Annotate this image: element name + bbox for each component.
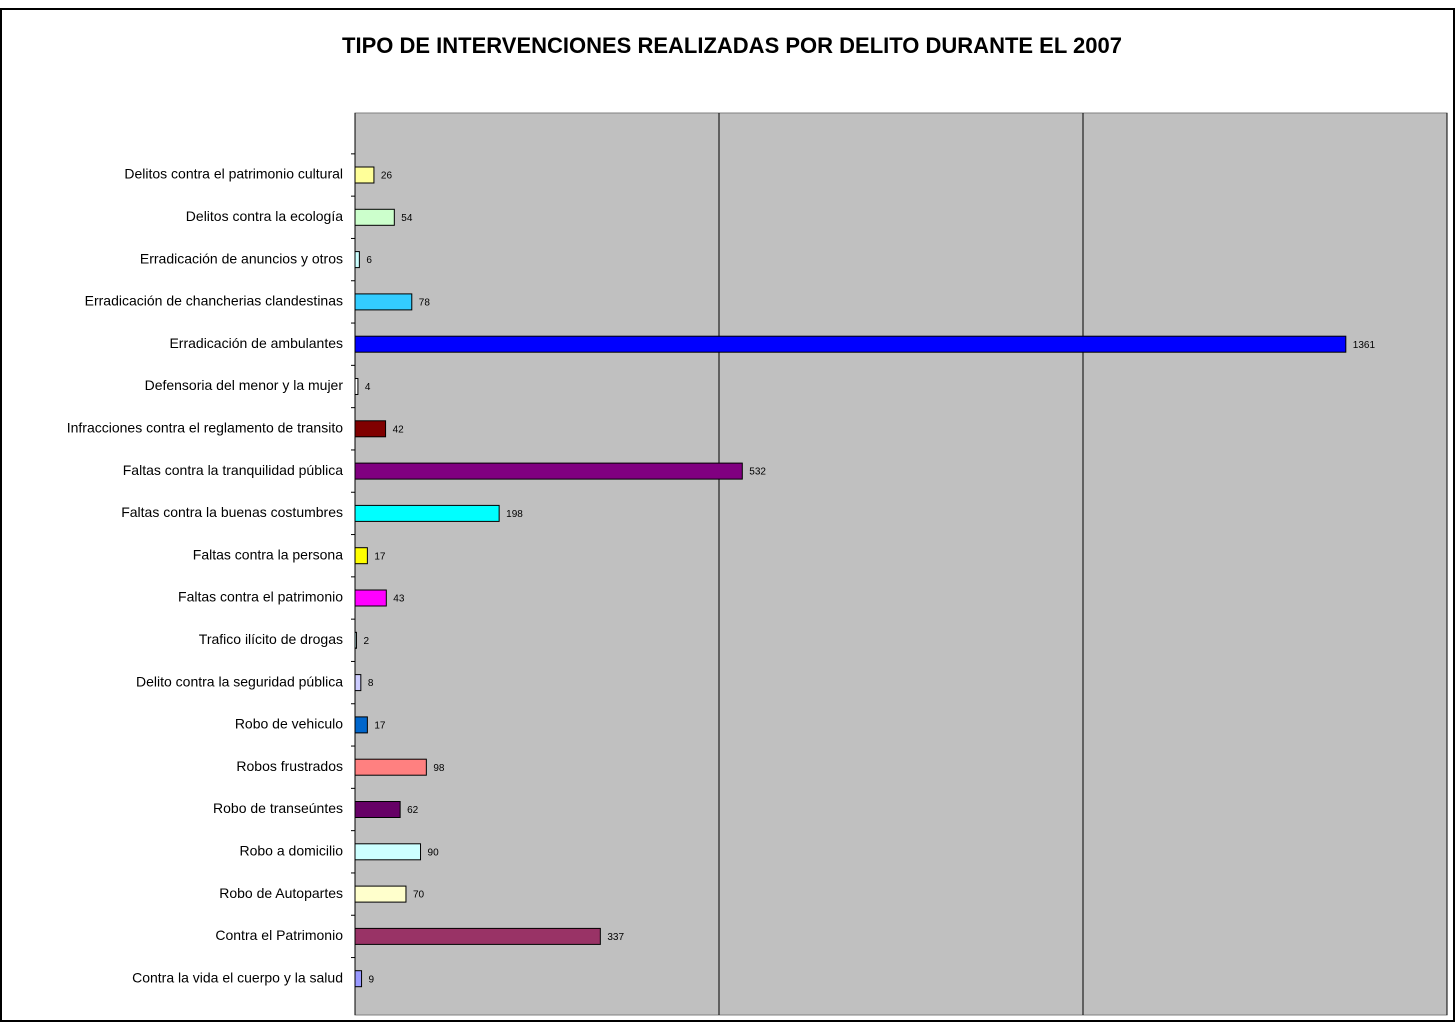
data-label: 1361	[1353, 340, 1376, 351]
bar	[354, 843, 422, 861]
y-tick-label: Erradicación de anuncios y otros	[140, 250, 343, 266]
bar	[354, 885, 407, 903]
y-tick-label: Robo a domicilio	[240, 843, 344, 859]
data-label: 337	[607, 932, 624, 943]
bar	[354, 970, 363, 988]
y-tick-label: Robos frustrados	[236, 758, 343, 774]
bar	[354, 208, 395, 226]
y-tick-label: Robo de Autopartes	[219, 885, 343, 901]
bar	[354, 378, 359, 395]
data-label: 6	[366, 255, 372, 266]
data-label: 17	[374, 721, 386, 732]
data-label: 54	[401, 213, 413, 224]
bar	[354, 758, 427, 776]
bar	[354, 716, 368, 734]
y-tick-label: Faltas contra la persona	[193, 546, 343, 562]
bar	[354, 335, 1347, 353]
chart-title: TIPO DE INTERVENCIONES REALIZADAS POR DE…	[342, 33, 1122, 58]
bar	[354, 166, 375, 184]
bar	[354, 801, 401, 818]
y-tick-label: Delito contra la seguridad pública	[136, 673, 343, 689]
bar	[354, 462, 743, 480]
bar	[354, 589, 387, 607]
data-label: 532	[749, 467, 766, 478]
y-tick-label: Defensoria del menor y la mujer	[145, 377, 344, 393]
data-label: 198	[506, 509, 523, 520]
bar	[354, 504, 500, 522]
data-label: 42	[393, 424, 405, 435]
y-tick-label: Contra el Patrimonio	[215, 927, 343, 943]
data-label: 17	[374, 551, 386, 562]
data-label: 62	[407, 805, 419, 816]
y-tick-label: Erradicación de ambulantes	[169, 335, 343, 351]
y-tick-label: Robo de vehiculo	[235, 716, 343, 732]
bar	[354, 293, 413, 311]
data-label: 9	[369, 974, 375, 985]
bar	[354, 927, 601, 945]
data-label: 43	[393, 594, 405, 605]
data-label: 26	[381, 171, 393, 182]
y-tick-label: Faltas contra la tranquilidad pública	[123, 462, 343, 478]
data-label: 70	[413, 890, 425, 901]
data-label: 98	[433, 763, 445, 774]
y-tick-label: Erradicación de chancherias clandestinas	[85, 293, 343, 309]
y-tick-label: Delitos contra la ecología	[186, 208, 343, 224]
y-tick-label: Faltas contra la buenas costumbres	[121, 504, 343, 520]
bar	[354, 420, 387, 438]
y-tick-label: Robo de transeúntes	[213, 800, 343, 816]
bar	[354, 674, 362, 692]
data-label: 8	[368, 678, 374, 689]
data-label: 4	[365, 382, 371, 393]
y-tick-label: Trafico ilícito de drogas	[199, 631, 343, 647]
y-tick-label: Contra la vida el cuerpo y la salud	[132, 969, 343, 985]
bar	[354, 631, 357, 649]
bar	[354, 251, 360, 269]
data-label: 90	[428, 847, 440, 858]
y-tick-label: Delitos contra el patrimonio cultural	[124, 166, 343, 182]
data-label: 78	[419, 298, 431, 309]
plot-area	[354, 112, 1448, 1016]
bar	[354, 547, 368, 565]
y-tick-label: Faltas contra el patrimonio	[178, 589, 343, 605]
y-tick-label: Infracciones contra el reglamento de tra…	[67, 420, 343, 436]
data-label: 2	[363, 636, 369, 647]
